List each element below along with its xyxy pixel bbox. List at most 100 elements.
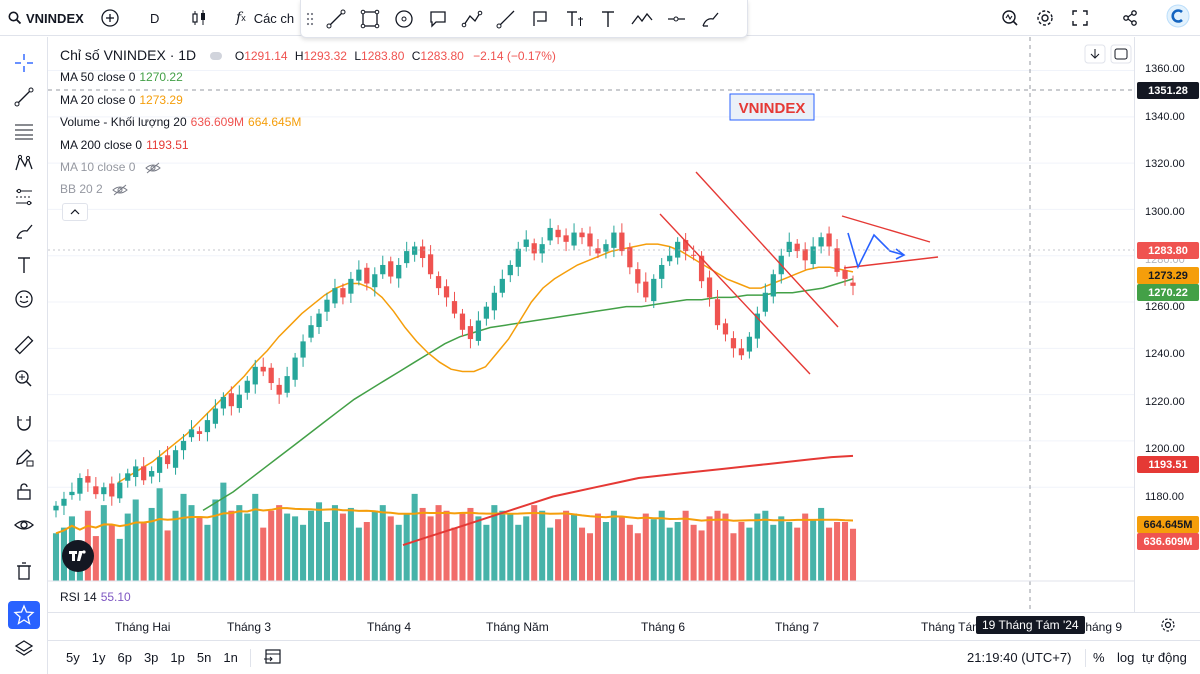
legend-bb[interactable]: BB 20 2 xyxy=(60,182,128,196)
path-tool[interactable] xyxy=(455,2,489,36)
magnet-tool[interactable] xyxy=(8,409,40,437)
zoom-tool[interactable] xyxy=(8,365,40,393)
hide-tool[interactable] xyxy=(8,511,40,539)
line-tool[interactable] xyxy=(8,83,40,111)
price-tick: 1300.00 xyxy=(1145,206,1185,218)
candle-body xyxy=(188,429,195,438)
trendline-tool[interactable] xyxy=(319,2,353,36)
legend-ma200[interactable]: MA 200 close 0 1193.51 xyxy=(60,138,189,152)
fx-icon: f xyxy=(236,10,242,26)
fullscreen-button[interactable] xyxy=(1070,8,1090,28)
volume-bar xyxy=(642,513,649,581)
legend-ma20[interactable]: MA 20 close 0 1273.29 xyxy=(60,93,183,107)
goto-date-button[interactable] xyxy=(263,647,283,668)
range-5y[interactable]: 5y xyxy=(66,650,80,665)
circle-tool[interactable] xyxy=(387,2,421,36)
collapse-legend-button[interactable] xyxy=(62,203,88,221)
candles-icon xyxy=(192,10,205,25)
log-toggle[interactable]: log xyxy=(1117,650,1135,665)
ohlc-c: 1283.80 xyxy=(420,49,464,63)
volume-bar xyxy=(276,505,283,581)
volume-bars xyxy=(52,482,857,581)
symbol-search[interactable]: VNINDEX xyxy=(8,8,84,28)
scroll-down-button[interactable] xyxy=(1084,44,1106,64)
ray-tool[interactable] xyxy=(489,2,523,36)
fib-icon xyxy=(15,124,33,140)
compare-button[interactable] xyxy=(100,8,120,28)
legend-ma50[interactable]: MA 50 close 0 1270.22 xyxy=(60,70,183,84)
pattern-tool[interactable] xyxy=(8,149,40,177)
stay-drawing-tool[interactable] xyxy=(8,443,40,471)
price-chart[interactable]: VNINDEX xyxy=(48,37,1134,612)
callout-tool[interactable] xyxy=(421,2,455,36)
range-1d[interactable]: 1n xyxy=(223,650,238,665)
favorites-tool[interactable] xyxy=(8,601,40,629)
lock-tool[interactable] xyxy=(8,477,40,505)
volume-bar xyxy=(849,528,857,581)
candle-body xyxy=(682,239,689,252)
eye-off-icon[interactable] xyxy=(144,162,161,174)
ma20-label: MA 20 close 0 xyxy=(60,93,136,107)
candle-body xyxy=(156,457,163,473)
layers-tool[interactable] xyxy=(8,635,40,663)
flag-tool[interactable] xyxy=(523,2,557,36)
horizontal-ray-icon xyxy=(668,16,685,21)
channel-line-upper-right[interactable] xyxy=(695,171,839,328)
volume-bar xyxy=(148,507,155,581)
remove-tool[interactable] xyxy=(8,557,40,585)
chart-type-button[interactable] xyxy=(190,8,208,28)
volume-bar xyxy=(682,510,689,581)
clock[interactable]: 21:19:40 (UTC+7) xyxy=(967,650,1072,665)
rsi-label: RSI 14 xyxy=(60,590,97,604)
measure-tool[interactable] xyxy=(8,331,40,359)
time-axis[interactable]: Tháng Hai Tháng 3 Tháng 4 Tháng Năm Thán… xyxy=(48,612,1200,638)
interval-button[interactable]: D xyxy=(150,8,159,28)
brush-tool-left[interactable] xyxy=(8,217,40,245)
legend-ma10[interactable]: MA 10 close 0 xyxy=(60,160,161,174)
candle-body xyxy=(810,246,816,265)
settings-button[interactable] xyxy=(1035,8,1055,28)
candle-body xyxy=(451,301,458,314)
text-tool[interactable] xyxy=(591,2,625,36)
emoji-tool[interactable] xyxy=(8,285,40,313)
channel-line-upper-left[interactable] xyxy=(659,213,811,375)
text-anchor-tool[interactable] xyxy=(557,2,591,36)
horizontal-ray-tool[interactable] xyxy=(659,2,693,36)
range-5d[interactable]: 5n xyxy=(196,650,212,665)
callout-icon xyxy=(430,10,446,28)
alert-button[interactable] xyxy=(1000,8,1020,28)
crosshair-tool[interactable] xyxy=(8,49,40,77)
range-6m[interactable]: 6p xyxy=(117,650,132,665)
volume-bar xyxy=(754,513,761,581)
zigzag-tool[interactable] xyxy=(625,2,659,36)
fib-tool[interactable] xyxy=(8,117,40,145)
legend-rsi[interactable]: RSI 14 55.10 xyxy=(60,590,131,604)
range-1m[interactable]: 1p xyxy=(170,650,185,665)
candle-body xyxy=(220,396,227,409)
price-axis[interactable]: 1360.00 1340.00 1320.00 1300.00 1280.00 … xyxy=(1134,37,1200,612)
text-tool-left[interactable] xyxy=(8,251,40,279)
ray-icon xyxy=(496,10,515,28)
share-button[interactable] xyxy=(1120,8,1140,28)
volume-bar xyxy=(618,516,625,581)
interval-label: D xyxy=(150,10,160,26)
range-3m[interactable]: 3p xyxy=(143,650,159,665)
maximize-pane-button[interactable] xyxy=(1110,44,1132,64)
candle-body xyxy=(380,264,386,275)
triangle-upper-line[interactable] xyxy=(841,215,931,243)
percent-toggle[interactable]: % xyxy=(1093,650,1105,665)
triangle-lower-line[interactable] xyxy=(843,256,939,269)
forecast-path[interactable] xyxy=(847,232,905,270)
drag-handle[interactable] xyxy=(301,2,319,36)
auto-toggle[interactable]: tự động xyxy=(1142,650,1187,665)
legend-volume[interactable]: Volume - Khối lượng 20 636.609M 664.645M xyxy=(60,115,301,129)
rectangle-tool[interactable] xyxy=(353,2,387,36)
ohlc-o: 1291.14 xyxy=(244,49,288,63)
axis-settings-button[interactable] xyxy=(1160,617,1176,636)
vnindex-annotation-box[interactable] xyxy=(729,93,815,121)
projection-tool[interactable] xyxy=(8,183,40,211)
range-1y[interactable]: 1y xyxy=(91,650,106,665)
eye-off-icon[interactable] xyxy=(112,184,128,196)
brush-tool[interactable] xyxy=(693,2,727,36)
